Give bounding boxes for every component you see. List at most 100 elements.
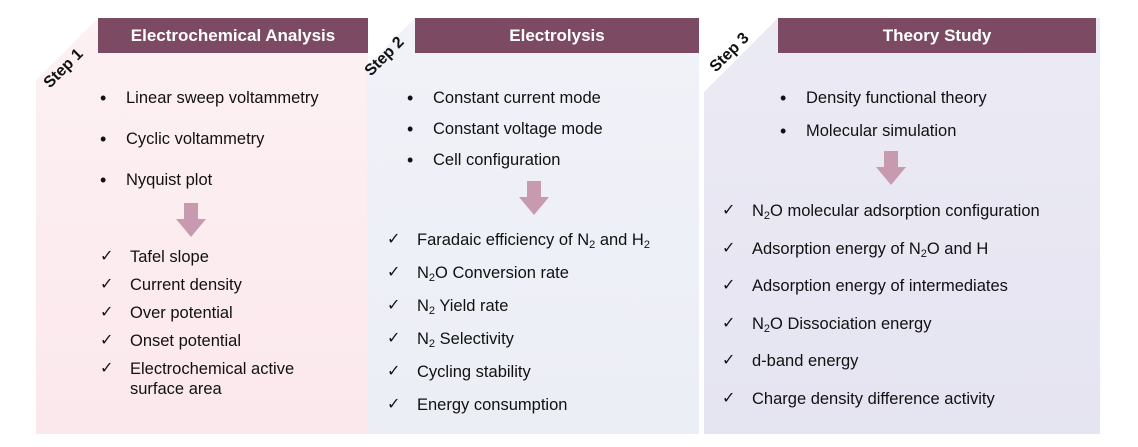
output-text: Tafel slope	[130, 248, 209, 266]
output-text: d-band energy	[752, 352, 859, 370]
output-list: ✓ Tafel slope ✓ Current density ✓ Over potent…	[100, 247, 294, 407]
step-3-panel: Theory Study Step 3 Density functional t…	[704, 18, 1100, 434]
output-text: surface area	[130, 380, 222, 398]
subscript: 2	[428, 272, 436, 284]
check-icon: ✓	[722, 352, 736, 369]
subscript: 2	[589, 239, 596, 251]
output-item: ✓ N2O Dissociation energy	[722, 314, 1040, 335]
check-icon: ✓	[387, 363, 401, 380]
output-list: ✓ N2O molecular adsorption configuration ✓…	[722, 201, 1040, 426]
output-text: Yield rate	[435, 297, 509, 315]
method-item-label: Molecular simulation	[806, 122, 957, 140]
output-item: ✓ Over potential	[100, 303, 294, 323]
output-text: N	[752, 202, 764, 220]
method-list: Constant current mode Constant voltage mo…	[407, 88, 603, 181]
subscript: 2	[763, 210, 771, 222]
output-item: surface area	[100, 379, 294, 399]
method-item: Density functional theory	[780, 88, 987, 108]
panel-header: Theory Study	[778, 18, 1096, 53]
method-item: Nyquist plot	[100, 170, 319, 190]
panel-title: Electrolysis	[509, 26, 605, 45]
output-item: ✓ Onset potential	[100, 331, 294, 351]
output-text: N	[417, 330, 429, 348]
check-icon: ✓	[100, 360, 114, 377]
method-item: Linear sweep voltammetry	[100, 88, 319, 108]
output-text: Cycling stability	[417, 363, 531, 381]
output-item: ✓ N2 Yield rate	[387, 296, 650, 317]
output-item: ✓ Adsorption energy of N2O and H	[722, 239, 1040, 260]
subscript: 2	[428, 305, 436, 317]
method-item: Constant voltage mode	[407, 119, 603, 139]
output-text: O Conversion rate	[435, 264, 569, 282]
subscript: 2	[920, 247, 927, 260]
step-2-panel: Electrolysis Step 2 Constant current mod…	[362, 18, 699, 434]
method-item: Molecular simulation	[780, 121, 987, 141]
output-item: ✓ Current density	[100, 275, 294, 295]
down-arrow-icon	[176, 203, 206, 237]
output-item: ✓ Energy consumption	[387, 395, 650, 415]
output-item: ✓ Cycling stability	[387, 362, 650, 382]
output-item: ✓ N2O Conversion rate	[387, 263, 650, 284]
panel-header: Electrochemical Analysis	[98, 18, 368, 53]
check-icon: ✓	[100, 304, 114, 321]
output-item: ✓ d-band energy	[722, 351, 1040, 371]
down-arrow-icon	[876, 151, 906, 185]
check-icon: ✓	[722, 202, 736, 219]
check-icon: ✓	[100, 276, 114, 293]
check-icon: ✓	[722, 277, 736, 294]
method-item: Cell configuration	[407, 150, 603, 170]
output-item: ✓ N2 Selectivity	[387, 329, 650, 350]
check-icon: ✓	[722, 389, 736, 407]
output-text: Adsorption energy of intermediates	[752, 277, 1008, 295]
subscript: 2	[763, 322, 771, 335]
method-item-label: Nyquist plot	[126, 171, 213, 189]
method-item: Cyclic voltammetry	[100, 129, 319, 149]
output-text: Electrochemical active	[130, 360, 295, 378]
output-text: Energy consumption	[417, 396, 568, 414]
check-icon: ✓	[387, 297, 401, 314]
output-item: ✓ N2O molecular adsorption configuration	[722, 201, 1040, 222]
output-text: Charge density difference activity	[752, 389, 995, 408]
output-text: Selectivity	[435, 330, 514, 348]
output-item: ✓ Faradaic efficiency of N2 and H2	[387, 230, 650, 251]
output-item: ✓ Charge density difference activity	[722, 389, 1040, 409]
check-icon: ✓	[387, 330, 401, 347]
check-icon: ✓	[100, 248, 114, 265]
output-text: O Dissociation energy	[770, 314, 932, 333]
method-list: Density functional theory Molecular simul…	[780, 88, 987, 154]
check-icon: ✓	[100, 332, 114, 349]
method-item-label: Linear sweep voltammetry	[126, 89, 319, 107]
method-item: Constant current mode	[407, 88, 603, 108]
check-icon: ✓	[387, 264, 401, 281]
output-text: Over potential	[130, 304, 233, 322]
output-text: Faradaic efficiency of N	[417, 231, 590, 249]
output-text: O and H	[926, 239, 989, 258]
output-text: N	[752, 314, 764, 333]
output-text: O molecular adsorption configuration	[770, 202, 1040, 220]
method-item-label: Constant voltage mode	[433, 120, 603, 138]
panel-title: Theory Study	[882, 26, 992, 45]
output-text: Onset potential	[130, 332, 241, 350]
subscript: 2	[428, 338, 436, 350]
method-list: Linear sweep voltammetry Cyclic voltammet…	[100, 88, 319, 211]
check-icon: ✓	[722, 314, 736, 332]
check-icon: ✓	[387, 231, 401, 248]
output-item: ✓ Electrochemical active	[100, 359, 294, 379]
method-item-label: Constant current mode	[433, 89, 601, 107]
check-icon: ✓	[722, 239, 736, 257]
panel-background	[36, 18, 368, 434]
output-text: N	[417, 264, 429, 282]
subscript: 2	[643, 239, 650, 251]
output-list: ✓ Faradaic efficiency of N2 and H2 ✓ N2O Co…	[387, 230, 650, 428]
method-item-label: Cyclic voltammetry	[126, 130, 265, 148]
output-text: N	[417, 297, 429, 315]
method-item-label: Cell configuration	[433, 151, 561, 169]
output-text: Adsorption energy of N	[752, 239, 921, 258]
check-icon: ✓	[387, 396, 401, 413]
output-text: and H	[595, 231, 644, 249]
panel-header: Electrolysis	[415, 18, 699, 53]
output-item: ✓ Adsorption energy of intermediates	[722, 276, 1040, 296]
step-1-panel: Electrochemical Analysis Step 1 Linear s…	[36, 18, 368, 434]
output-item: ✓ Tafel slope	[100, 247, 294, 267]
method-item-label: Density functional theory	[806, 89, 987, 107]
